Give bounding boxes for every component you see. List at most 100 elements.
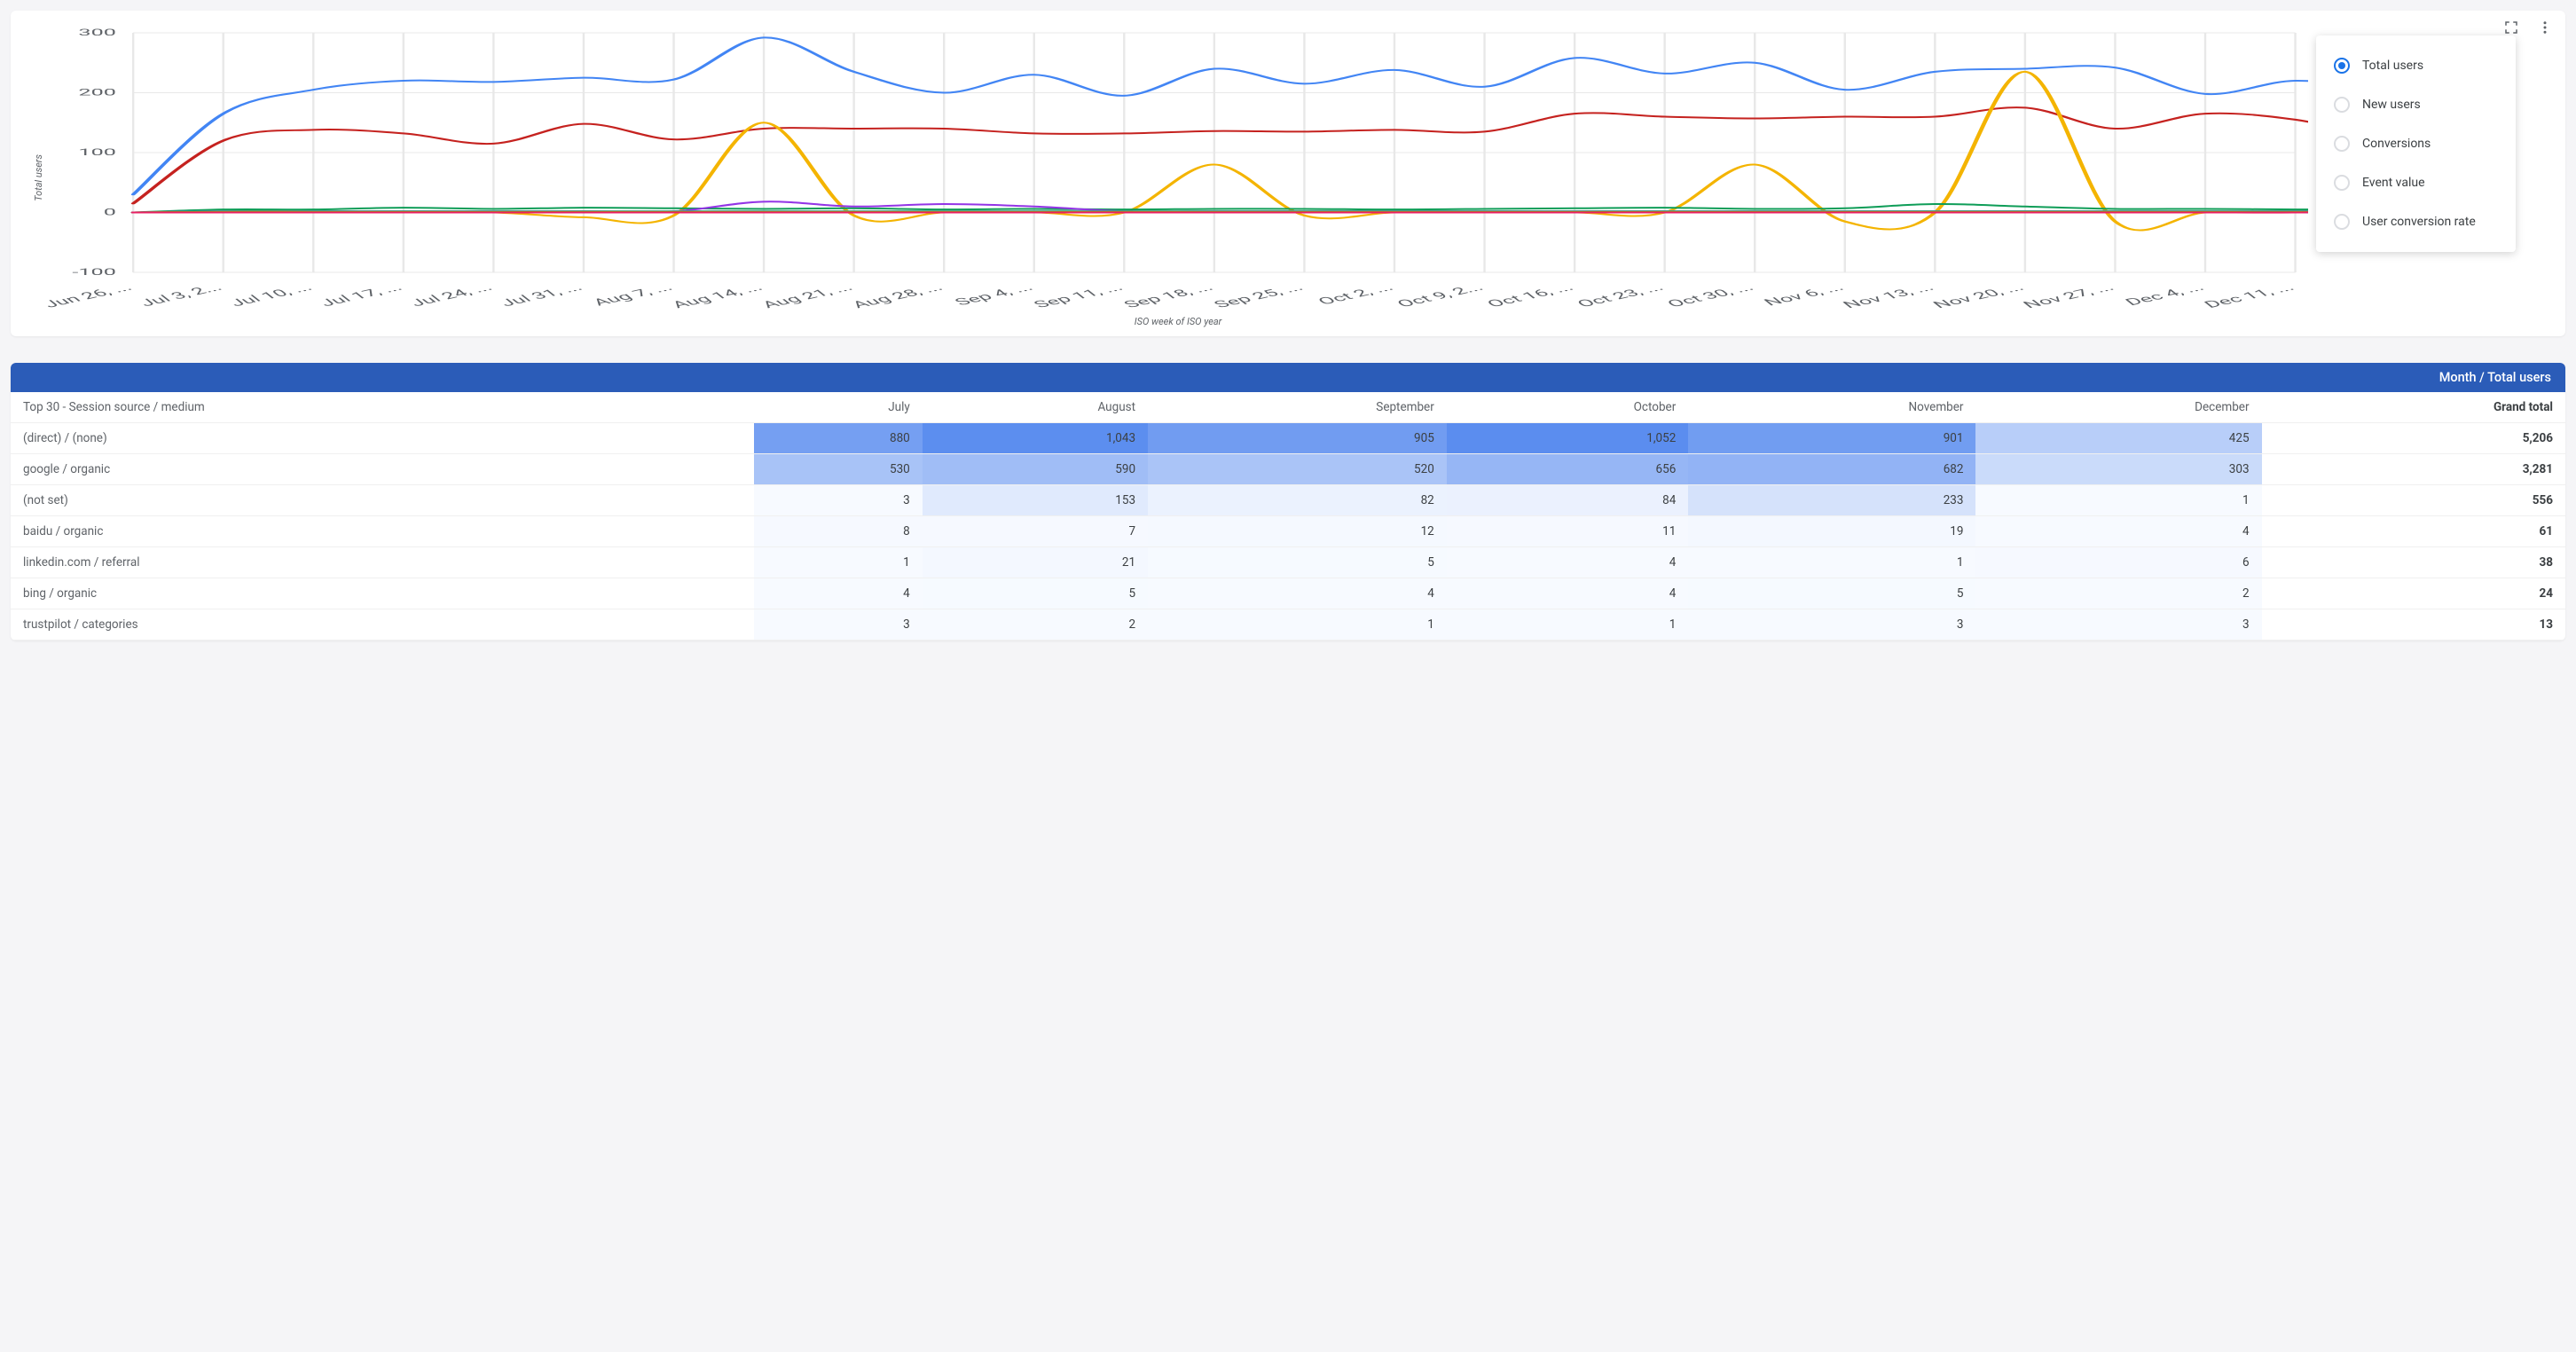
radio-icon <box>2334 136 2350 152</box>
radio-icon <box>2334 97 2350 113</box>
svg-text:Jun 26, ...: Jun 26, ... <box>48 281 136 310</box>
metric-dropdown-menu: Total users New users Conversions Event val… <box>2316 35 2516 252</box>
table-cell: 1,052 <box>1447 423 1689 454</box>
table-cell: 153 <box>923 485 1148 516</box>
svg-text:Aug 7, ...: Aug 7, ... <box>589 281 677 308</box>
svg-text:0: 0 <box>104 207 116 217</box>
chart-series-line[interactable] <box>133 72 2308 231</box>
table-cell: 7 <box>923 516 1148 547</box>
svg-text:Jul 31, ...: Jul 31, ... <box>496 281 586 309</box>
table-cell: 2 <box>923 609 1148 641</box>
fullscreen-icon[interactable] <box>2501 18 2521 37</box>
row-total: 24 <box>2262 578 2565 609</box>
svg-text:Aug 14, ...: Aug 14, ... <box>668 281 766 310</box>
row-total: 556 <box>2262 485 2565 516</box>
data-table: Top 30 - Session source / mediumJulyAugu… <box>11 392 2565 641</box>
menu-item-label: Event value <box>2362 176 2425 190</box>
table-card: Month / Total users Top 30 - Session sou… <box>11 363 2565 641</box>
table-cell: 1 <box>1688 547 1975 578</box>
svg-text:Oct 9, 2...: Oct 9, 2... <box>1393 281 1487 309</box>
row-total: 3,281 <box>2262 454 2565 485</box>
table-cell: 425 <box>1975 423 2261 454</box>
table-cell: 82 <box>1148 485 1447 516</box>
x-axis-label: ISO week of ISO year <box>48 316 2308 327</box>
table-cell: 1 <box>1447 609 1689 641</box>
svg-text:Nov 27, ...: Nov 27, ... <box>2019 281 2117 310</box>
table-cell: 905 <box>1148 423 1447 454</box>
row-total: 5,206 <box>2262 423 2565 454</box>
menu-item[interactable]: New users <box>2316 85 2516 124</box>
svg-text:Aug 28, ...: Aug 28, ... <box>848 281 946 310</box>
menu-item-label: Total users <box>2362 59 2423 73</box>
table-row[interactable]: google / organic5305905206566823033,281 <box>11 454 2565 485</box>
table-cell: 84 <box>1447 485 1689 516</box>
table-cell: 880 <box>754 423 922 454</box>
svg-text:300: 300 <box>78 28 116 38</box>
table-cell: 303 <box>1975 454 2261 485</box>
row-label: trustpilot / categories <box>11 609 754 641</box>
table-cell: 5 <box>923 578 1148 609</box>
month-header[interactable]: August <box>923 392 1148 423</box>
svg-text:Nov 6, ...: Nov 6, ... <box>1760 281 1848 308</box>
month-header[interactable]: October <box>1447 392 1689 423</box>
table-row[interactable]: linkedin.com / referral121541638 <box>11 547 2565 578</box>
svg-text:Sep 4, ...: Sep 4, ... <box>951 281 1037 307</box>
svg-text:Jul 3, 2...: Jul 3, 2... <box>136 281 226 309</box>
svg-text:Jul 24, ...: Jul 24, ... <box>405 281 496 309</box>
menu-item[interactable]: Event value <box>2316 163 2516 202</box>
table-cell: 8 <box>754 516 922 547</box>
menu-item-label: User conversion rate <box>2362 215 2476 229</box>
chart-plot-area[interactable]: -1000100200300 Jun 26, ...Jul 3, 2...Jul… <box>48 28 2308 327</box>
svg-text:Dec 4, ...: Dec 4, ... <box>2121 281 2208 308</box>
svg-text:100: 100 <box>78 146 116 157</box>
chart-series-line[interactable] <box>133 37 2308 194</box>
row-total: 61 <box>2262 516 2565 547</box>
table-row[interactable]: bing / organic45445224 <box>11 578 2565 609</box>
month-header[interactable]: November <box>1688 392 1975 423</box>
svg-text:Dec 11, ...: Dec 11, ... <box>2200 281 2297 310</box>
menu-item[interactable]: Conversions <box>2316 124 2516 163</box>
table-cell: 2 <box>1975 578 2261 609</box>
y-axis-label: Total users <box>33 154 44 201</box>
menu-item[interactable]: User conversion rate <box>2316 202 2516 241</box>
menu-item-label: Conversions <box>2362 137 2431 151</box>
menu-item-label: New users <box>2362 98 2421 112</box>
table-row[interactable]: baidu / organic87121119461 <box>11 516 2565 547</box>
svg-text:Sep 25, ...: Sep 25, ... <box>1210 281 1308 310</box>
table-body: (direct) / (none)8801,0439051,0529014255… <box>11 423 2565 641</box>
table-cell: 1 <box>754 547 922 578</box>
month-header[interactable]: July <box>754 392 922 423</box>
table-cell: 12 <box>1148 516 1447 547</box>
table-cell: 233 <box>1688 485 1975 516</box>
svg-text:Jul 10, ...: Jul 10, ... <box>225 281 316 309</box>
dimension-header[interactable]: Top 30 - Session source / medium <box>11 392 754 423</box>
table-cell: 19 <box>1688 516 1975 547</box>
table-row[interactable]: (not set)315382842331556 <box>11 485 2565 516</box>
radio-icon <box>2334 214 2350 230</box>
table-cell: 3 <box>1975 609 2261 641</box>
chart-series-line[interactable] <box>133 107 2308 203</box>
table-cell: 4 <box>1975 516 2261 547</box>
table-cell: 901 <box>1688 423 1975 454</box>
table-cell: 682 <box>1688 454 1975 485</box>
row-label: linkedin.com / referral <box>11 547 754 578</box>
svg-text:Jul 17, ...: Jul 17, ... <box>316 281 406 309</box>
table-cell: 1 <box>1975 485 2261 516</box>
svg-text:Nov 13, ...: Nov 13, ... <box>1839 281 1937 310</box>
month-header[interactable]: September <box>1148 392 1447 423</box>
table-cell: 1,043 <box>923 423 1148 454</box>
month-header[interactable]: December <box>1975 392 2261 423</box>
radio-icon <box>2334 58 2350 74</box>
svg-text:-100: -100 <box>72 266 115 277</box>
table-cell: 590 <box>923 454 1148 485</box>
grand-total-header[interactable]: Grand total <box>2262 392 2565 423</box>
row-label: (direct) / (none) <box>11 423 754 454</box>
table-row[interactable]: trustpilot / categories32113313 <box>11 609 2565 641</box>
menu-item[interactable]: Total users <box>2316 46 2516 85</box>
row-label: (not set) <box>11 485 754 516</box>
table-row[interactable]: (direct) / (none)8801,0439051,0529014255… <box>11 423 2565 454</box>
y-axis-title: Total users <box>28 28 48 327</box>
row-total: 13 <box>2262 609 2565 641</box>
more-options-icon[interactable] <box>2535 18 2555 37</box>
row-label: baidu / organic <box>11 516 754 547</box>
